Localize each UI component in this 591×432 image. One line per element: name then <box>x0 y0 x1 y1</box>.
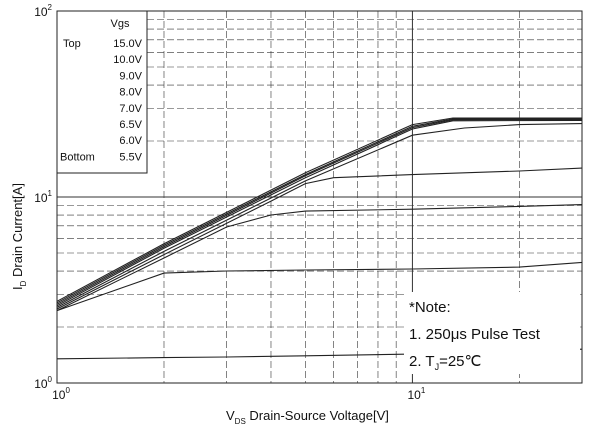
legend-rows: Top 15.0V 10.0V 9.0V 8.0V 7.0V 6.5V 6.0V Bottom 5… <box>60 38 143 163</box>
legend-header: Vgs <box>111 18 130 30</box>
grid <box>57 11 582 383</box>
x-tick-labels: 100 101 <box>52 386 426 402</box>
series-curves <box>56 117 583 360</box>
legend-row-value: 8.0V <box>119 87 142 99</box>
note-line-1: *Note: <box>409 299 451 316</box>
legend-row-value: 9.0V <box>119 70 142 82</box>
legend-row-value: 10.0V <box>113 54 142 66</box>
y-axis-label: ID Drain Current[A] <box>10 183 28 290</box>
test-note: *Note: 1. 250μs Pulse Test 2. TJ=25℃ <box>404 292 580 374</box>
legend-row-prefix: Top <box>63 38 81 50</box>
x-axis-label: VDS Drain-Source Voltage[V] <box>226 408 389 426</box>
legend: Vgs Top 15.0V 10.0V 9.0V 8.0V 7.0V 6.5V 6.0V Bot… <box>56 10 148 174</box>
legend-row-value: 7.0V <box>119 103 142 115</box>
legend-box <box>56 10 148 174</box>
legend-row-prefix: Bottom <box>60 151 95 163</box>
plot-frame <box>56 10 583 384</box>
series-line-3 <box>56 118 583 305</box>
x-tick-label: 101 <box>408 386 426 402</box>
y-tick-labels: 100 101 102 <box>34 3 52 391</box>
note-background <box>404 292 580 374</box>
series-line-6 <box>56 167 583 310</box>
series-line-2 <box>56 118 582 304</box>
legend-row-value: 6.0V <box>119 135 142 147</box>
legend-row-value: 6.5V <box>119 119 142 131</box>
legend-row-value: 5.5V <box>119 151 142 163</box>
y-tick-label: 100 <box>34 375 52 391</box>
x-tick-label: 100 <box>52 386 70 402</box>
series-line-4 <box>56 119 583 307</box>
note-line-2: 1. 250μs Pulse Test <box>409 326 541 343</box>
legend-row-value: 15.0V <box>113 38 142 50</box>
y-tick-label: 101 <box>34 189 52 205</box>
series-line-9 <box>56 261 583 312</box>
note-line-3: 2. TJ=25℃ <box>409 353 481 372</box>
series-line-7 <box>56 204 583 312</box>
series-line-5 <box>56 123 583 308</box>
y-tick-label: 102 <box>34 3 52 19</box>
series-line-1 <box>56 117 582 302</box>
